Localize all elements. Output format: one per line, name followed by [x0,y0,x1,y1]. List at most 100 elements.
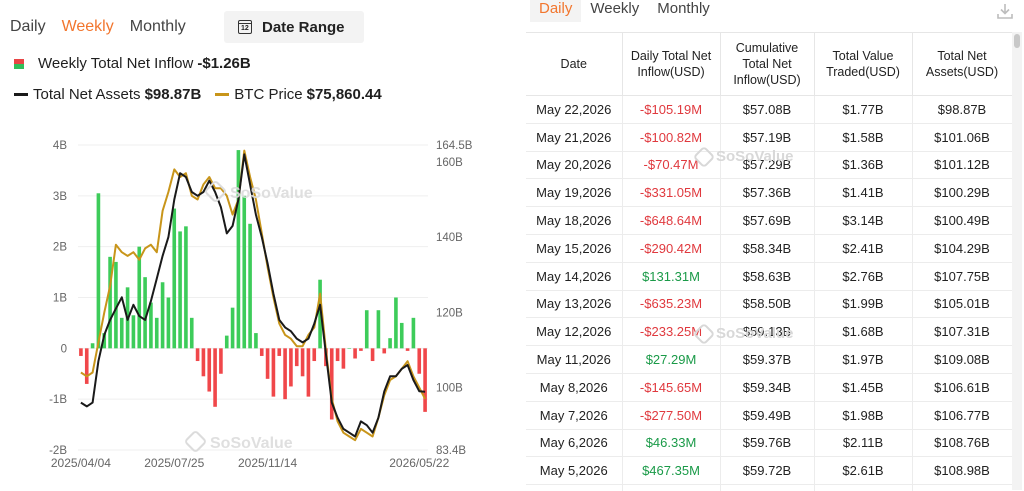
table-row[interactable]: May 18,2026-$648.64M$57.69B$3.14B$100.49… [526,207,1012,235]
cell-cumulative-net-inflow: $59.34B [720,373,814,401]
table-row[interactable]: May 7,2026-$277.50M$59.49B$1.98B$106.77B [526,401,1012,429]
cell-total-value-traded: $1.68B [814,318,912,346]
inflow-bar[interactable] [120,318,124,349]
header-total-value-traded[interactable]: Total Value Traded(USD) [814,33,912,96]
left-axis-tick-label: 3B [53,191,67,203]
table-row[interactable]: May 13,2026-$635.23M$58.50B$1.99B$105.01… [526,290,1012,318]
inflow-bar[interactable] [283,348,287,399]
cell-total-net-assets: $107.75B [912,262,1012,290]
table-panel: Daily Weekly Monthly Date Daily Total Ne… [526,0,1024,490]
table-row[interactable]: May 8,2026-$145.65M$59.34B$1.45B$106.61B [526,373,1012,401]
inflow-bar[interactable] [190,318,194,349]
watermark-text: SoSoValue [716,325,794,342]
cell-cumulative-net-inflow: $58.34B [720,234,814,262]
inflow-bar[interactable] [400,323,404,348]
header-total-net-assets[interactable]: Total Net Assets(USD) [912,33,1012,96]
inflow-bar[interactable] [295,348,299,366]
table-row[interactable]: May 11,2026$27.29M$59.37B$1.97B$109.08B [526,346,1012,374]
table-row[interactable]: May 15,2026-$290.42M$58.34B$2.41B$104.29… [526,234,1012,262]
inflow-bar[interactable] [353,348,357,358]
table-tab-weekly[interactable]: Weekly [581,0,648,22]
inflow-bar[interactable] [365,310,369,348]
date-range-button[interactable]: 12 Date Range [224,11,364,43]
inflow-bar[interactable] [79,348,83,356]
inflow-bar[interactable] [359,348,363,351]
inflow-bar[interactable] [155,318,159,349]
inflow-bar[interactable] [172,209,176,349]
inflow-bar[interactable] [388,338,392,348]
cell-total-value-traded: $1.99B [814,290,912,318]
table-row[interactable]: May 21,2026-$100.82M$57.19B$1.58B$101.06… [526,123,1012,151]
table-tab-monthly[interactable]: Monthly [648,0,719,22]
scrollbar-thumb[interactable] [1014,34,1020,48]
right-axis-tick-label: 100B [436,383,463,395]
inflow-bar[interactable] [307,348,311,396]
inflow-bar[interactable] [406,348,410,351]
header-cumulative-net-inflow[interactable]: Cumulative Total Net Inflow(USD) [720,33,814,96]
inflow-bar[interactable] [91,343,95,348]
cell-daily-net-inflow: -$105.19M [622,96,720,124]
inflow-bar[interactable] [184,226,188,348]
inflow-bar[interactable] [377,310,381,348]
cell-total-value-traded: $1.36B [814,151,912,179]
inflow-bar[interactable] [231,308,235,349]
inflow-bar[interactable] [417,348,421,373]
inflow-bar[interactable] [382,348,386,353]
inflow-bar[interactable] [167,298,171,349]
inflow-bar[interactable] [161,282,165,348]
inflow-bar[interactable] [225,336,229,349]
inflow-bar[interactable] [237,150,241,348]
table-row[interactable]: May 14,2026$131.31M$58.63B$2.76B$107.75B [526,262,1012,290]
inflow-chart[interactable]: 4B3B2B1B0-1B-2B164.5B160B140B120B100B83.… [0,130,512,480]
cell-date: May 4,2026 [526,485,622,491]
data-table-container[interactable]: Date Daily Total Net Inflow(USD) Cumulat… [526,32,1012,491]
inflow-bar[interactable] [336,348,340,361]
header-date[interactable]: Date [526,33,622,96]
inflow-bar[interactable] [347,348,351,349]
inflow-bar[interactable] [97,193,101,348]
table-row[interactable]: May 6,2026$46.33M$59.76B$2.11B$108.76B [526,429,1012,457]
inflow-bar[interactable] [213,348,217,406]
inflow-bar[interactable] [289,348,293,386]
table-scrollbar[interactable] [1012,32,1022,490]
inflow-bar[interactable] [242,196,246,349]
inflow-bar[interactable] [266,348,270,379]
inflow-bar[interactable] [312,348,316,361]
tab-weekly[interactable]: Weekly [62,18,114,36]
inflow-bar[interactable] [272,348,276,396]
inflow-bar[interactable] [277,348,281,356]
inflow-bar[interactable] [423,348,427,412]
cell-cumulative-net-inflow: $59.76B [720,429,814,457]
tab-monthly[interactable]: Monthly [130,18,186,36]
inflow-bar[interactable] [412,318,416,349]
cell-date: May 19,2026 [526,179,622,207]
inflow-bar[interactable] [219,348,223,373]
inflow-bar[interactable] [196,348,200,361]
inflow-bar[interactable] [202,348,206,376]
inflow-bar[interactable] [85,348,89,384]
inflow-bar[interactable] [260,348,264,356]
tab-daily[interactable]: Daily [10,18,46,36]
cell-cumulative-net-inflow: $57.36B [720,179,814,207]
cell-date: May 21,2026 [526,123,622,151]
table-row[interactable]: May 5,2026$467.35M$59.72B$2.61B$108.98B [526,457,1012,485]
cell-total-value-traded: $1.41B [814,179,912,207]
inflow-bar[interactable] [137,247,141,349]
table-tab-daily[interactable]: Daily [530,0,581,22]
header-daily-net-inflow[interactable]: Daily Total Net Inflow(USD) [622,33,720,96]
inflow-bar[interactable] [371,348,375,361]
cell-total-value-traded: $2.61B [814,457,912,485]
download-icon[interactable] [996,2,1014,20]
inflow-bar[interactable] [207,348,211,391]
table-row[interactable]: May 4,2026$532.21M$59.25B$3.60B$106.44B [526,485,1012,491]
inflow-bar[interactable] [254,333,258,348]
table-row[interactable]: May 22,2026-$105.19M$57.08B$1.77B$98.87B [526,96,1012,124]
inflow-bar[interactable] [342,348,346,368]
inflow-bar[interactable] [132,315,136,348]
inflow-bar[interactable] [248,224,252,349]
table-row[interactable]: May 19,2026-$331.05M$57.36B$1.41B$100.29… [526,179,1012,207]
inflow-bar[interactable] [394,298,398,349]
inflow-bar[interactable] [178,231,182,348]
inflow-bar[interactable] [149,303,153,349]
inflow-bar[interactable] [301,348,305,376]
